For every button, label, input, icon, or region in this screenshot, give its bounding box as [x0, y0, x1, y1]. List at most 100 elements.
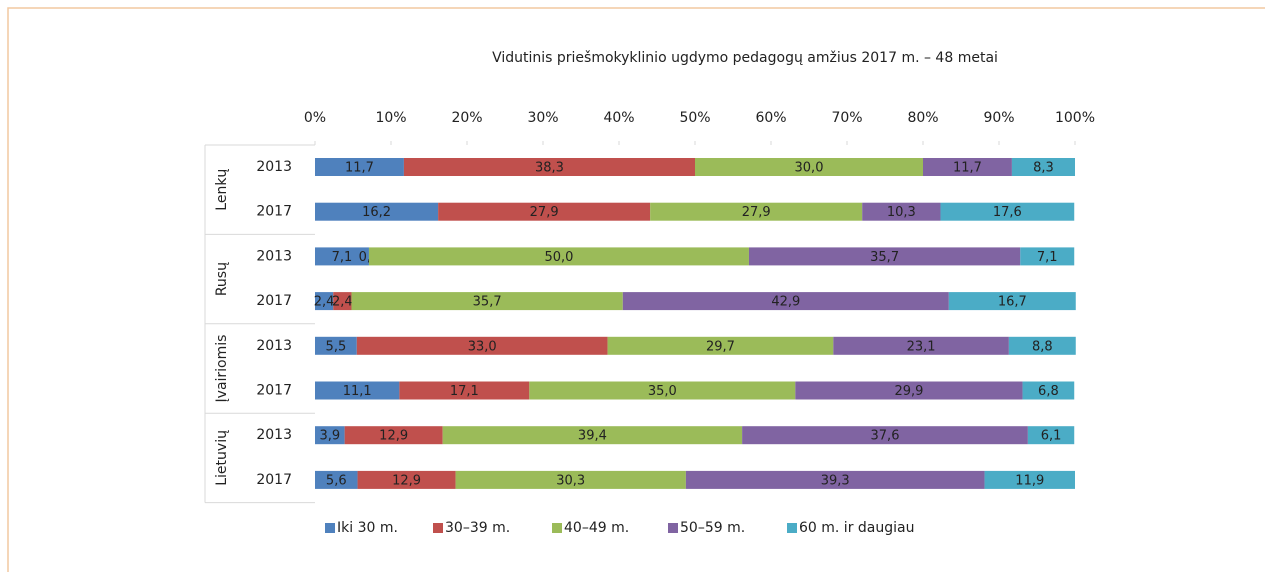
data-label: 11,1 — [343, 384, 372, 399]
bar-segment — [940, 202, 1075, 221]
data-label: 10,3 — [887, 205, 916, 220]
data-label: 35,7 — [870, 250, 899, 265]
data-label: 29,9 — [894, 384, 923, 399]
x-tick-label: 0% — [304, 110, 326, 126]
legend-label: 50–59 m. — [680, 520, 745, 536]
x-tick-label: 20% — [451, 110, 482, 126]
bar-segment — [315, 381, 400, 400]
bar-segment — [455, 470, 686, 489]
bar-segment — [356, 336, 608, 355]
legend-swatch — [787, 523, 797, 533]
data-label: 50,0 — [544, 250, 573, 265]
bar-segment — [742, 426, 1028, 445]
data-label: 39,4 — [578, 429, 607, 444]
bar-segment — [1008, 336, 1076, 355]
bar-segment — [315, 426, 345, 445]
bar-segment — [622, 292, 949, 311]
x-tick-label: 90% — [983, 110, 1014, 126]
legend-label: 60 m. ir daugiau — [799, 520, 914, 536]
group-label: Lietuvių — [214, 430, 230, 486]
x-tick-label: 30% — [527, 110, 558, 126]
data-label: 42,9 — [771, 295, 800, 310]
y-tick-label: 2013 — [256, 248, 292, 264]
data-label: 12,9 — [379, 429, 408, 444]
bar-segment — [315, 247, 369, 266]
data-label: 7,1 — [332, 250, 353, 265]
x-tick-label: 70% — [831, 110, 862, 126]
bar-segment — [650, 202, 863, 221]
data-label: 27,9 — [742, 205, 771, 220]
bar-segment — [748, 247, 1021, 266]
x-tick-label: 100% — [1055, 110, 1095, 126]
data-label: 38,3 — [535, 161, 564, 176]
data-label: 30,0 — [795, 161, 824, 176]
data-label: 8,8 — [1032, 339, 1053, 354]
data-label: 12,9 — [392, 473, 421, 488]
bar-segment — [357, 470, 456, 489]
y-tick-label: 2013 — [256, 427, 292, 443]
bar-segment — [403, 158, 695, 176]
data-label: 17,1 — [450, 384, 479, 399]
x-tick-label: 60% — [755, 110, 786, 126]
data-label: 16,2 — [362, 205, 391, 220]
data-label: 2,4 — [332, 295, 353, 310]
bar-segment — [948, 292, 1076, 311]
bar-segment — [923, 158, 1012, 176]
data-label: 11,7 — [953, 161, 982, 176]
bar-segment — [529, 381, 796, 400]
data-label: 29,7 — [706, 339, 735, 354]
bar-segment — [333, 292, 352, 311]
bar-segment — [315, 470, 358, 489]
data-label: 39,3 — [821, 473, 850, 488]
chart-title: Vidutinis priešmokyklinio ugdymo pedagog… — [492, 50, 998, 66]
legend-label: 30–39 m. — [445, 520, 510, 536]
data-label: 35,7 — [473, 295, 502, 310]
legend-swatch — [552, 523, 562, 533]
data-label: 6,8 — [1038, 384, 1059, 399]
data-label: 37,6 — [871, 429, 900, 444]
bar-segment — [315, 158, 404, 176]
data-label: 8,3 — [1033, 161, 1054, 176]
bar-segment — [315, 336, 357, 355]
bar-segment — [315, 292, 334, 311]
bar-segment — [795, 381, 1023, 400]
data-label: 23,1 — [907, 339, 936, 354]
bar-segment — [607, 336, 834, 355]
bar-segment — [984, 470, 1075, 489]
y-tick-label: 2013 — [256, 338, 292, 354]
bar-segment — [862, 202, 941, 221]
group-label: Lenkų — [214, 169, 230, 211]
legend-swatch — [668, 523, 678, 533]
bar-segment — [1011, 158, 1075, 176]
frame — [7, 7, 1265, 572]
data-label: 6,1 — [1041, 429, 1062, 444]
y-tick-label: 2017 — [256, 472, 292, 488]
bar-segment — [438, 202, 651, 221]
bar-segment — [685, 470, 985, 489]
data-label: 27,9 — [530, 205, 559, 220]
bar-segment — [315, 202, 439, 221]
data-label: 5,5 — [326, 339, 347, 354]
y-tick-label: 2017 — [256, 383, 292, 399]
legend-swatch — [325, 523, 335, 533]
bar-segment — [344, 426, 443, 445]
bar-segment — [1027, 426, 1075, 445]
x-tick-label: 80% — [907, 110, 938, 126]
legend-label: Iki 30 m. — [337, 520, 398, 536]
data-label: 30,3 — [556, 473, 585, 488]
data-label: 3,9 — [319, 429, 340, 444]
y-tick-label: 2017 — [256, 293, 292, 309]
data-label: 11,9 — [1015, 473, 1044, 488]
legend-swatch — [433, 523, 443, 533]
x-tick-label: 10% — [375, 110, 406, 126]
data-label: 16,7 — [998, 295, 1027, 310]
bar-segment — [351, 292, 623, 311]
y-tick-label: 2013 — [256, 159, 292, 175]
data-label: 7,1 — [1037, 250, 1058, 265]
data-label: 5,6 — [326, 473, 347, 488]
bar-segment — [399, 381, 530, 400]
data-label: 2,4 — [314, 295, 335, 310]
data-label: 17,6 — [993, 205, 1022, 220]
bar-segment — [833, 336, 1009, 355]
